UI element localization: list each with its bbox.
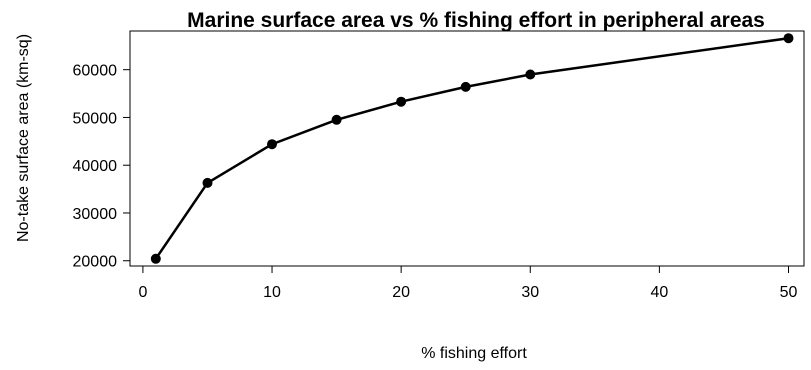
data-point xyxy=(150,253,161,264)
y-axis: 20000 30000 40000 50000 60000 xyxy=(73,63,130,271)
data-point xyxy=(202,177,213,188)
y-axis-title: No-take surface area (km-sq) xyxy=(15,34,32,242)
x-axis-title: % fishing effort xyxy=(421,345,527,362)
x-tick-label: 30 xyxy=(521,284,539,301)
data-point xyxy=(783,33,794,44)
y-tick-label: 20000 xyxy=(73,254,118,271)
y-tick-label: 30000 xyxy=(73,206,118,223)
data-point xyxy=(460,81,471,92)
x-tick-label: 20 xyxy=(392,284,410,301)
series-points xyxy=(150,33,794,264)
x-tick-label: 40 xyxy=(650,284,668,301)
data-point xyxy=(396,96,407,107)
data-point xyxy=(331,114,342,125)
chart-title: Marine surface area vs % fishing effort … xyxy=(187,9,765,32)
y-tick-label: 60000 xyxy=(73,63,118,80)
y-tick-label: 50000 xyxy=(73,110,118,127)
x-tick-label: 0 xyxy=(138,284,147,301)
x-tick-label: 10 xyxy=(263,284,281,301)
x-tick-label: 50 xyxy=(780,284,798,301)
plot-frame xyxy=(129,30,805,267)
data-point xyxy=(267,139,277,150)
series-line xyxy=(154,36,789,260)
data-point xyxy=(525,69,536,80)
y-tick-label: 40000 xyxy=(73,158,118,175)
x-axis: 0 10 20 30 40 50 xyxy=(138,266,798,301)
